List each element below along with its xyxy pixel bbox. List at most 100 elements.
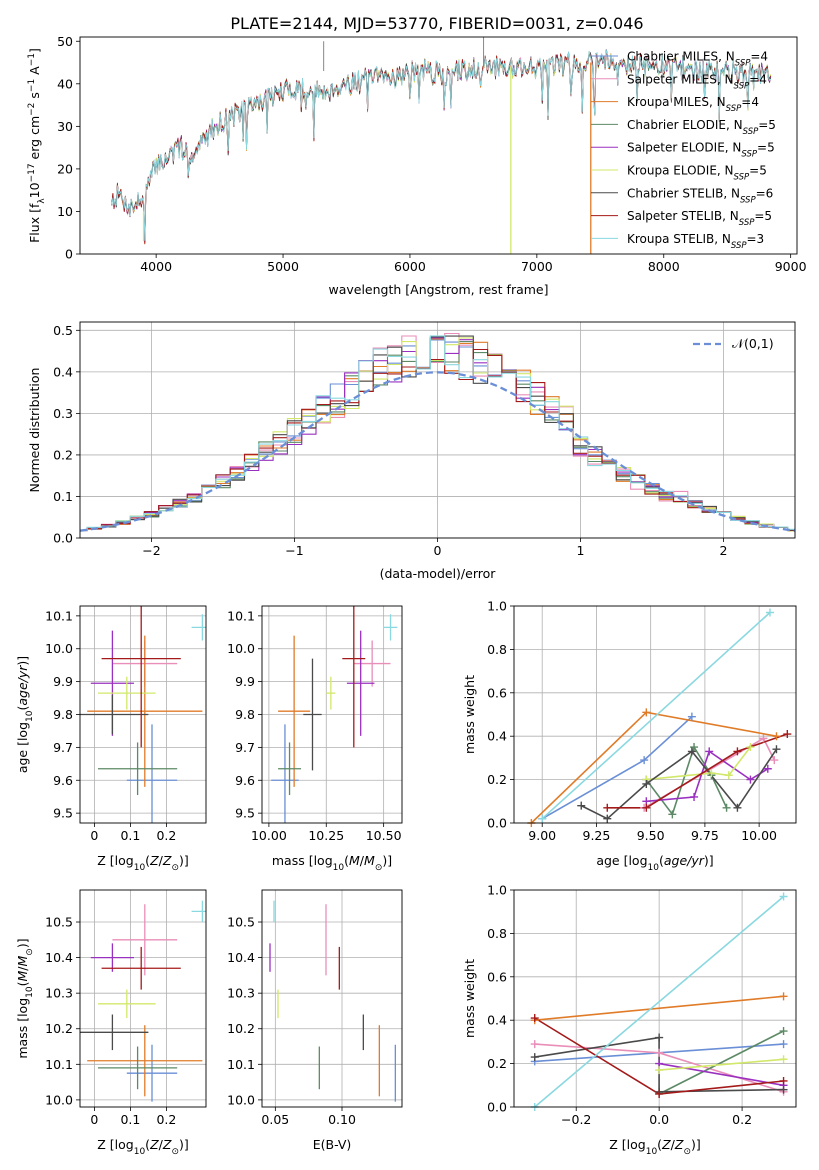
y-tick-label: 10.3 <box>227 986 255 1001</box>
weight-vs-metallicity-panel: −0.2 0.0 0.2 0.0 0.2 0.4 0.6 0.8 1.0 Z [log10(Z/Z… <box>462 883 797 1157</box>
weight-marker-salpeter-stelib <box>733 747 742 756</box>
y-tick-label: 10.5 <box>45 915 73 930</box>
x-axis-label: age [log10(age/yr)] <box>596 853 713 873</box>
legend-label-kroupa-elodie: Kroupa ELODIE, NSSP=5 <box>627 164 767 183</box>
y-tick-label: 9.9 <box>53 674 73 689</box>
weight-line-chabrier-elodie <box>658 1030 784 1095</box>
x-tick-label: 0.1 <box>120 1112 140 1127</box>
weight-line-chabrier-stelib <box>580 748 778 820</box>
x-tick-label: 9000 <box>775 259 807 274</box>
weight-marker-salpeter-miles <box>770 756 779 765</box>
weight-marker-chabrier-stelib <box>530 1053 539 1062</box>
x-axis-label: wavelength [Angstrom, rest frame] <box>328 282 548 297</box>
weight-marker-kroupa-elodie <box>707 769 716 778</box>
x-tick-label: 1 <box>577 543 585 558</box>
y-tick-label: 10.2 <box>45 1021 73 1036</box>
y-tick-label: 10.4 <box>227 950 255 965</box>
legend: Chabrier MILES, NSSP=4 Salpeter MILES, NS… <box>591 50 776 251</box>
x-tick-label: 9.00 <box>528 828 556 843</box>
y-tick-label: 10.0 <box>45 1092 73 1107</box>
weight-marker-salpeter-stelib <box>642 803 651 812</box>
y-tick-label: 10.0 <box>227 641 255 656</box>
weight-marker-salpeter-stelib <box>783 730 792 739</box>
y-tick-label: 0.8 <box>487 926 507 941</box>
y-tick-label: 10.1 <box>227 1057 255 1072</box>
legend-label-salpeter-elodie: Salpeter ELODIE, NSSP=5 <box>627 141 775 160</box>
y-axis-label: mass weight <box>462 959 477 1038</box>
y-tick-label: 10.0 <box>45 641 73 656</box>
spectrum-panel: 4000 5000 6000 7000 8000 9000 0 10 20 30 40 50 Chabr… <box>27 34 807 297</box>
y-tick-label: 0.0 <box>487 816 507 831</box>
x-tick-label: −1 <box>285 543 303 558</box>
y-tick-label: 10.4 <box>45 950 73 965</box>
y-axis-label: mass [log10(M/M⊙)] <box>15 938 35 1058</box>
x-tick-label: 0 <box>90 828 98 843</box>
plot-area <box>80 606 206 823</box>
mass-vs-extinction-panel: 0.05 0.10 10.0 10.1 10.2 10.3 10.4 10.5 E(B-V) <box>227 889 403 1152</box>
x-tick-label: 0.2 <box>156 828 176 843</box>
y-axis-label: age [log10(age/yr)] <box>15 656 35 773</box>
x-tick-label: 0 <box>90 1112 98 1127</box>
histogram-kroupa-stelib <box>80 335 795 532</box>
y-tick-label: 10.2 <box>227 1021 255 1036</box>
y-tick-label: 20 <box>57 161 73 176</box>
weight-marker-kroupa-elodie <box>779 1055 788 1064</box>
weight-vs-age-panel: 9.00 9.25 9.50 9.75 10.00 0.0 0.2 0.4 0.6 0.8 1.0 a… <box>462 599 797 873</box>
legend-label-chabrier-miles: Chabrier MILES, NSSP=4 <box>627 50 768 69</box>
x-tick-label: 10.00 <box>741 828 777 843</box>
weight-marker-kroupa-elodie <box>724 771 733 780</box>
legend-label-kroupa-miles: Kroupa MILES, NSSP=4 <box>627 95 759 114</box>
x-axis-label: (data-model)/error <box>380 566 497 581</box>
legend-label-salpeter-stelib: Salpeter STELIB, NSSP=5 <box>627 209 772 228</box>
weight-marker-chabrier-miles <box>640 756 649 765</box>
legend-label-salpeter-miles: Salpeter MILES, NSSP=4 <box>627 72 767 91</box>
x-tick-label: 9.50 <box>637 828 665 843</box>
y-tick-label: 0.0 <box>487 1100 507 1115</box>
weight-marker-kroupa-elodie <box>746 743 755 752</box>
x-tick-label: 0.0 <box>649 1112 669 1127</box>
x-axis-label: Z [log10(Z/Z⊙)] <box>609 1137 701 1157</box>
x-tick-label: 6000 <box>394 259 426 274</box>
weight-marker-salpeter-elodie <box>746 775 755 784</box>
y-tick-label: 0 <box>65 247 73 262</box>
y-tick-label: 0.4 <box>487 729 507 744</box>
weight-marker-kroupa-miles <box>642 708 651 717</box>
y-tick-label: 9.8 <box>235 707 255 722</box>
y-tick-label: 9.9 <box>235 674 255 689</box>
legend-label-chabrier-stelib: Chabrier STELIB, NSSP=6 <box>627 186 773 205</box>
y-axis-label: Flux [fλ10−17 erg cm−2 s−1 A−1] <box>27 48 47 243</box>
weight-marker-chabrier-elodie <box>779 1027 788 1036</box>
x-tick-label: 10.25 <box>308 828 344 843</box>
y-tick-label: 10 <box>57 204 73 219</box>
y-tick-label: 0.1 <box>53 489 73 504</box>
axes-frame <box>513 605 797 824</box>
y-tick-label: 0.6 <box>487 969 507 984</box>
y-tick-label: 10.1 <box>45 608 73 623</box>
weight-marker-chabrier-elodie <box>668 810 677 819</box>
weight-marker-kroupa-stelib <box>538 814 547 823</box>
x-tick-label: 4000 <box>140 259 172 274</box>
plot-area <box>111 37 772 254</box>
y-tick-label: 9.8 <box>53 707 73 722</box>
plot-area <box>80 322 795 538</box>
weight-line-kroupa-stelib <box>534 895 785 1107</box>
x-tick-label: 10.00 <box>251 828 287 843</box>
x-tick-label: 0.1 <box>120 828 140 843</box>
axes-frame <box>79 889 207 1108</box>
histogram-salpeter-miles <box>80 332 795 532</box>
weight-line-kroupa-miles <box>534 995 784 1021</box>
weight-marker-chabrier-miles <box>779 1040 788 1049</box>
weight-marker-salpeter-miles <box>530 1040 539 1049</box>
y-tick-label: 30 <box>57 119 73 134</box>
weight-marker-kroupa-miles <box>779 992 788 1001</box>
y-tick-label: 0.8 <box>487 642 507 657</box>
y-tick-label: 0.6 <box>487 685 507 700</box>
x-tick-label: 0.2 <box>732 1112 752 1127</box>
weight-marker-chabrier-elodie <box>690 743 699 752</box>
weight-marker-chabrier-elodie <box>722 803 731 812</box>
legend-label-chabrier-elodie: Chabrier ELODIE, NSSP=5 <box>627 118 776 137</box>
weight-line-salpeter-elodie <box>658 1062 784 1087</box>
y-tick-label: 9.6 <box>53 773 73 788</box>
figure-title: PLATE=2144, MJD=53770, FIBERID=0031, z=0… <box>230 14 643 33</box>
y-axis-label: Normed distribution <box>27 368 42 493</box>
